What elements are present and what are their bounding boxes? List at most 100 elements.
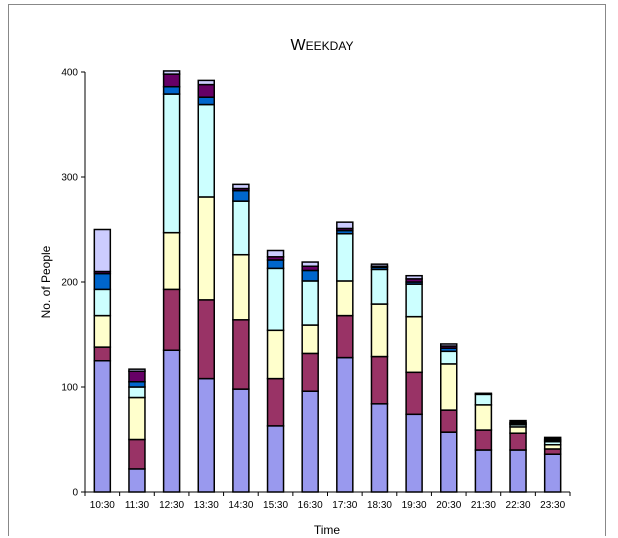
- bar-segment: [336, 232, 354, 282]
- bar-segment: [440, 363, 458, 411]
- bar-segment: [336, 280, 354, 317]
- bar-segment: [197, 79, 215, 86]
- x-tick-label: 22:30: [506, 500, 531, 511]
- bar-segment: [301, 324, 319, 355]
- bar-segment: [509, 419, 527, 424]
- bar-segment: [301, 261, 319, 267]
- bar-segment: [162, 93, 181, 234]
- chart-frame: [8, 4, 606, 536]
- bar-segment: [509, 449, 527, 493]
- y-axis-title: No. of People: [39, 245, 53, 318]
- bar-segment: [543, 436, 562, 441]
- bar-segment: [128, 386, 146, 399]
- y-tick-label: 400: [61, 68, 78, 79]
- bar-segment: [93, 272, 112, 291]
- bar-segment: [301, 352, 319, 392]
- bar-segment: [370, 268, 389, 305]
- bar-segment: [405, 315, 423, 374]
- y-tick-label: 300: [61, 173, 78, 184]
- bar-segment: [93, 346, 112, 362]
- y-axis: 0 100 200 300 400: [61, 68, 86, 499]
- x-tick-label: 20:30: [436, 500, 461, 511]
- x-tick-label: 21:30: [471, 500, 496, 511]
- bar-segment: [162, 73, 181, 88]
- bar-segment: [93, 314, 112, 348]
- bar-segment: [336, 221, 354, 230]
- bar-segment: [440, 431, 458, 493]
- bar-segment: [405, 371, 423, 416]
- bar-segment: [474, 429, 493, 451]
- bar-segment: [232, 189, 250, 202]
- x-tick-label: 15:30: [263, 500, 288, 511]
- bar-segment: [128, 368, 146, 372]
- bar-segment: [474, 392, 493, 396]
- bar-segment: [162, 85, 181, 95]
- bar-segment: [128, 396, 146, 441]
- bar-segment: [93, 360, 112, 493]
- bar-segment: [370, 263, 389, 267]
- bar-segment: [301, 269, 319, 282]
- bar-segment: [128, 468, 146, 493]
- bar-segment: [370, 403, 389, 493]
- bar-segment: [266, 377, 285, 427]
- bar-segment: [336, 314, 354, 359]
- bar-segment: [197, 196, 215, 301]
- x-tick-label: 10:30: [90, 500, 115, 511]
- x-tick-label: 13:30: [194, 500, 219, 511]
- bar-segment: [301, 390, 319, 493]
- bar-segment: [405, 413, 423, 493]
- bar-segment: [266, 425, 285, 493]
- bar-segment: [266, 259, 285, 270]
- bar-segment: [197, 96, 215, 106]
- bars: [93, 70, 562, 493]
- bar-segment: [266, 329, 285, 380]
- bar-segment: [440, 409, 458, 433]
- bar-segment: [474, 404, 493, 431]
- bar-segment: [370, 355, 389, 405]
- x-tick-label: 14:30: [228, 500, 253, 511]
- x-axis-title: Time: [314, 523, 341, 537]
- bar-segment: [509, 432, 527, 451]
- bar-segment: [93, 228, 112, 273]
- bar-segment: [509, 426, 527, 434]
- bar-segment: [474, 393, 493, 406]
- bar-segment: [162, 349, 181, 493]
- bar-segment: [232, 253, 250, 321]
- chart-title-initial: W: [291, 37, 307, 54]
- bar-segment: [266, 267, 285, 332]
- bar-segment: [543, 453, 562, 493]
- x-axis: 10:30 11:30 12:30 13:30 14:30 15:30 16:30 17:30…: [84, 491, 571, 511]
- bar-segment: [440, 350, 458, 365]
- bar-segment: [440, 343, 458, 347]
- bar-segment: [93, 288, 112, 317]
- bar-segment: [232, 319, 250, 390]
- bar-segment: [301, 280, 319, 326]
- x-tick-label: 17:30: [332, 500, 357, 511]
- bar-segment: [197, 377, 215, 493]
- bar-segment: [336, 356, 354, 493]
- bar-segment: [197, 83, 215, 98]
- bar-segment: [370, 303, 389, 358]
- chart-title: WEEKDAY: [291, 37, 354, 54]
- chart-title-rest: EEKDAY: [306, 39, 354, 53]
- y-tick-label: 0: [72, 488, 78, 499]
- bar-segment: [162, 70, 181, 75]
- bar-segment: [232, 183, 250, 190]
- bar-segment: [405, 274, 423, 280]
- bar-segment: [474, 449, 493, 493]
- bar-segment: [162, 288, 181, 352]
- x-tick-label: 16:30: [298, 500, 323, 511]
- bar-segment: [128, 438, 146, 470]
- bar-segment: [405, 283, 423, 318]
- bar-segment: [266, 249, 285, 258]
- x-tick-label: 18:30: [367, 500, 392, 511]
- bar-segment: [232, 200, 250, 256]
- bar-segment: [197, 103, 215, 198]
- x-tick-label: 12:30: [159, 500, 184, 511]
- x-tick-label: 23:30: [540, 500, 565, 511]
- bar-segment: [197, 299, 215, 380]
- x-tick-label: 19:30: [402, 500, 427, 511]
- bar-segment: [162, 231, 181, 291]
- bar-segment: [232, 388, 250, 493]
